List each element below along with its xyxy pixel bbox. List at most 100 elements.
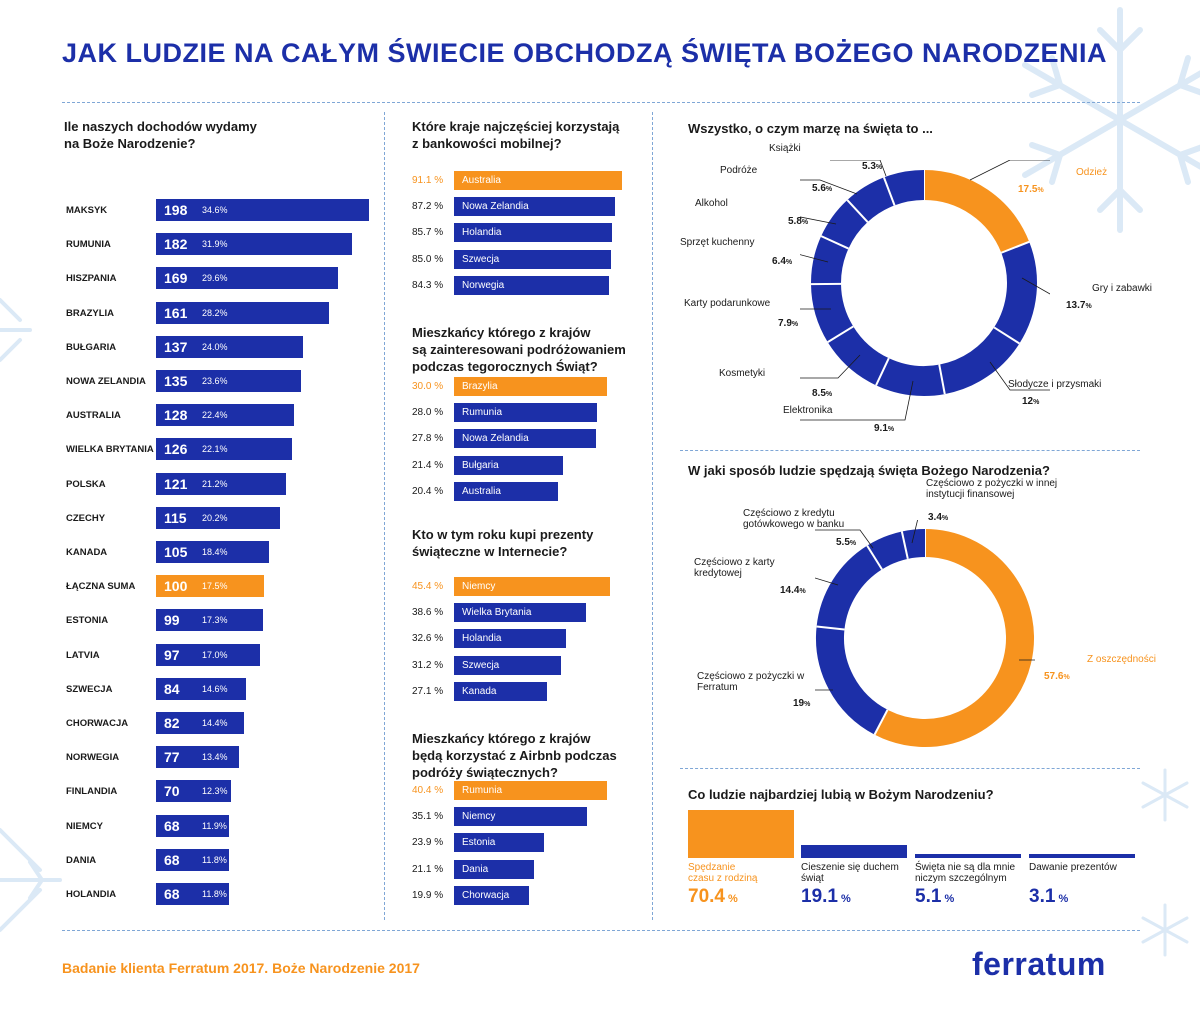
bar (454, 603, 587, 623)
bar-percent: 21.1 % (412, 863, 444, 875)
bar-value: 135 (164, 373, 188, 389)
slice-label: Częściowo z kredytu gotówkowego w banku (743, 508, 845, 530)
bar (156, 712, 245, 734)
donut-slice (993, 241, 1037, 344)
bar-percent: 20.4 % (412, 485, 444, 497)
bar-label: MAKSYK (66, 205, 108, 216)
slice-value: 8.5% (812, 388, 832, 399)
slice-value: 17.5% (1018, 184, 1044, 195)
bar (156, 883, 230, 905)
bar-percent: 21.2% (202, 478, 228, 489)
slice-value-number: 5.3 (862, 161, 876, 172)
slice-label: Częściowo z pożyczki w innej instytucji … (926, 478, 1058, 500)
bar-percent: 35.1 % (412, 811, 444, 823)
bar-label: Nowa Zelandia (462, 433, 529, 445)
bar-value: 182 (164, 236, 188, 253)
slice-label: Częściowo z karty kredytowej (694, 557, 775, 579)
bar-label: Dania (462, 863, 489, 875)
bar-label: Holandia (462, 633, 502, 645)
bar-value: 97 (164, 646, 180, 663)
bar-percent: 22.1% (202, 444, 228, 455)
bar-value: 77 (164, 749, 180, 766)
ferratum-logo[interactable]: ferratum (972, 946, 1106, 982)
bar-value: 100 (164, 578, 188, 595)
bar-label: Kanada (462, 685, 497, 697)
slice-value: 7.9% (778, 318, 798, 329)
likes-bar-block (801, 810, 909, 858)
online-gifts-title-line2: świąteczne w Internecie? (412, 544, 568, 559)
bar-percent: 85.0 % (412, 253, 444, 265)
slice-value: 5.6% (812, 183, 832, 194)
likes-value: 70.4 % (688, 886, 738, 908)
donut-slice (901, 529, 926, 559)
bar-label: WIELKA BRYTANIA (66, 444, 154, 456)
bar-label: HOLANDIA (66, 889, 117, 900)
bar-label: ESTONIA (66, 615, 109, 627)
bar-label: Szwecja (462, 659, 500, 671)
likes-label: Dawanie prezentów (1029, 862, 1117, 873)
bar-label: NORWEGIA (66, 752, 120, 764)
bar-percent: 12.3% (202, 786, 228, 797)
mobile-banking-title-line2: z bankowości mobilnej? (412, 136, 562, 151)
slice-separator (938, 364, 946, 395)
bar-value: 128 (164, 407, 188, 424)
bar-label: BUŁGARIA (66, 341, 117, 353)
bar (156, 438, 292, 461)
divider-top (62, 102, 1140, 103)
divider-right (652, 112, 653, 920)
bar (156, 609, 263, 632)
slice-separator (820, 235, 849, 250)
bar-label: Rumunia (462, 407, 503, 419)
bar-label: ŁĄCZNA SUMA (66, 581, 136, 593)
slice-value-number: 57.6 (1044, 671, 1064, 682)
leader-line (800, 354, 861, 379)
slice-label: Gry i zabawki (1092, 283, 1153, 294)
bar (454, 859, 534, 879)
slice-value-number: 5.8 (788, 216, 802, 227)
bar-label: Szwecja (462, 253, 500, 265)
likes-value-unit: % (1055, 893, 1069, 905)
slice-value-unit: % (875, 164, 883, 171)
spending-donut (815, 520, 1035, 747)
bar-label: Bułgaria (462, 459, 499, 471)
bar (454, 377, 607, 396)
bar-percent: 23.6% (202, 376, 228, 386)
slice-value-number: 12 (1022, 396, 1034, 407)
slice-label: Alkohol (695, 198, 728, 209)
divider-left (384, 112, 385, 920)
bar-label: Wielka Brytania (462, 607, 532, 619)
wishes-donut (800, 160, 1050, 421)
wishes-title: Wszystko, o czym marzę na święta to ... (688, 121, 933, 136)
bar-percent: 32.6 % (412, 633, 444, 645)
likes-bar (688, 810, 794, 858)
slice-value-unit: % (1063, 674, 1070, 681)
slice-separator (875, 357, 890, 386)
slice-separator (816, 625, 845, 631)
bar-label: Australia (462, 175, 501, 186)
slice-value-unit: % (849, 540, 857, 547)
bar-value: 70 (164, 783, 180, 800)
snowflake-decoration-top-right (1022, 7, 1200, 233)
bar (454, 781, 607, 800)
slice-value-unit: % (801, 219, 809, 226)
bar (156, 472, 287, 495)
bar (454, 455, 563, 475)
airbnb-title: Mieszkańcy którego z krajów będą korzyst… (412, 730, 617, 781)
bar-percent: 14.4% (202, 718, 228, 728)
slice-value: 5.8% (788, 216, 808, 227)
bar-percent: 87.2 % (412, 201, 444, 213)
bar-value: 161 (164, 304, 188, 321)
bar (454, 429, 596, 449)
bar-value: 105 (164, 544, 188, 560)
slice-separator (900, 531, 909, 560)
bar (454, 403, 597, 423)
donut-slice (821, 200, 869, 250)
income-chart-title: Ile naszych dochodów wydamy na Boże Naro… (64, 118, 257, 152)
slice-separator (873, 709, 889, 736)
likes-value-number: 3.1 (1029, 886, 1056, 907)
slice-label: Słodycze i przysmaki (1008, 379, 1102, 390)
bar-label: Niemcy (462, 581, 496, 592)
slice-value-unit: % (804, 701, 811, 708)
bar-percent: 13.4% (202, 752, 228, 763)
bar-label: NOWA ZELANDIA (66, 376, 146, 387)
